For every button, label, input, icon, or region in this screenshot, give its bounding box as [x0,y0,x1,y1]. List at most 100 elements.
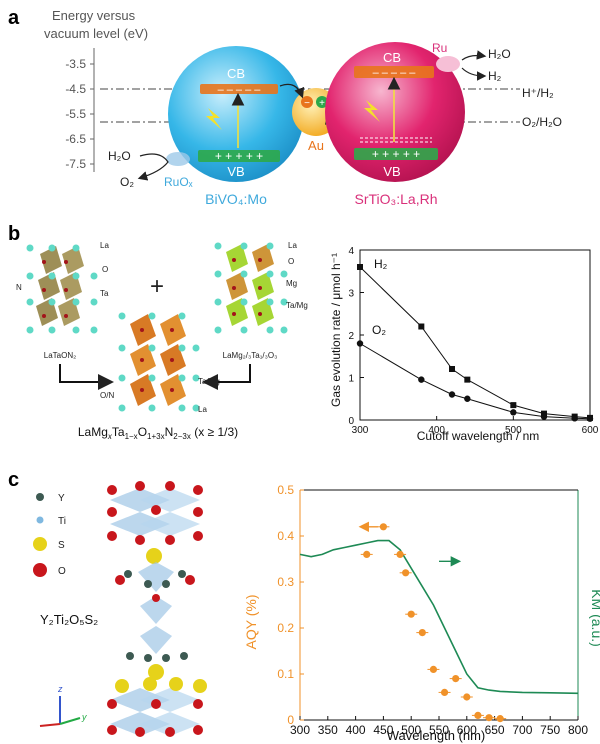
chart-b-point-h2 [357,264,363,270]
axis-triad-icon: z y [39,684,87,727]
panel-b-letter: b [8,223,20,245]
chart-b-line-h2 [359,266,591,419]
chart-c-xtick-label: 350 [318,723,338,737]
energy-tick-label: -5.5 [65,107,86,121]
aqy-km-chart: 300 350 400 450 500 550 600 650 700 750 800 0 0.1 0.2… [277,483,588,737]
o2-left-label: O₂ [120,175,134,189]
combined-formula: LaMgxTa1−xO1+3xN2−3x (x ≥ 1/3) [78,425,238,441]
redox-o-label: O₂/H₂O [522,115,562,129]
chart-c-xtick-label: 300 [290,723,310,737]
chart-c-ytick-label: 0.4 [277,529,294,543]
chart-c-aqy-point [440,688,449,697]
panel-c-letter: c [8,469,19,491]
y2ti2o5s2-structure [107,481,207,737]
chart-c-km-line [299,539,579,695]
chart-c-xtick-label: 650 [485,723,505,737]
left-flow-arrow [59,364,114,390]
energy-tick-label: -6.5 [65,132,86,146]
chart-b-point-o2 [540,413,548,420]
chart-b-point-o2 [418,376,425,383]
h2o-left-label: H₂O [108,149,131,163]
cb-right-label: CB [383,50,401,65]
vb-left-label: VB [227,164,244,179]
svg-text:+ + + + +: + + + + + [215,149,263,163]
chart-b-line-o2 [359,343,591,420]
chart-c-xtick-label: 550 [429,723,449,737]
energy-tick-label: -4.5 [65,82,86,96]
chart-b-ylabel: Gas evolution rate / μmol h⁻¹ [329,253,343,407]
h2o-right-label: H₂O [488,47,511,61]
svg-text:– – – – –: – – – – – [373,67,417,79]
chart-c-aqy-point [396,550,404,559]
right-flow-arrow [202,364,251,390]
chart-b-xtick-label: 300 [352,425,369,436]
plus-sign: + [150,273,164,300]
lamgtao3-structure [214,242,288,334]
energy-tick-label: -7.5 [65,157,86,171]
chart-c-ytick-label: 0.3 [277,575,294,589]
chart-b-point-h2 [510,402,517,409]
chart-c-aqy-point [429,665,438,674]
chart-c-aqy-point [363,550,371,559]
chart-b-ytick-label: 2 [348,331,354,342]
compound-label: Y₂Ti₂O₅S₂ [40,612,98,627]
svg-text:z: z [57,684,63,694]
chart-b-point-o2 [464,395,471,402]
chart-b-point-o2 [571,415,578,422]
vb-right-label: VB [383,164,400,179]
ruox-label: RuOₓ [164,175,193,189]
chart-c-aqy-point [418,629,426,637]
chart-c-ytick-label: 0.2 [277,621,294,635]
chart-b-ytick-label: 4 [348,246,354,257]
chart-c-xtick-label: 750 [540,723,560,737]
srtio3-label: SrTiO₃:La,Rh [355,191,438,207]
cb-left-label: CB [227,66,245,81]
struct2-la-label: La [288,241,297,250]
svg-text:−: − [304,98,310,109]
chart-c-ylabel-right: KM (a.u.) [589,589,600,647]
svg-text:+ + + + +: + + + + + [372,147,420,161]
chart-b-point-h2 [464,376,471,383]
chart-c-aqy-point [452,675,460,683]
energy-axis: -3.5 -4.5 -5.5 -6.5 -7.5 [65,48,95,172]
chart-b-point-o2 [510,409,517,416]
reduction-arrow-out [461,67,487,81]
legend-ti-label: Ti [58,516,66,527]
struct1-la-label: La [100,241,109,250]
svg-text:y: y [81,712,87,722]
chart-c-aqy-point [474,711,482,720]
legend-o-label: O [58,566,66,577]
panel-a-letter: a [8,7,20,29]
reduction-arrow-in [461,50,487,61]
chart-c-aqy-point [407,610,415,618]
chart-c-xtick-label: 700 [512,723,532,737]
chart-b-point-o2 [586,415,594,422]
chart-c-ylabel-left: AQY (%) [243,595,259,650]
chart-c-xtick-label: 500 [401,723,421,737]
chart-b-xtick-label: 400 [428,425,445,436]
chart-c-aqy-point [402,569,410,577]
chart-c-aqy-point [463,693,471,701]
water-oxidation-arrow [137,153,169,181]
chart-c-xtick-label: 400 [346,723,366,737]
h2-right-label: H₂ [488,69,502,83]
svg-text:– – – – –: – – – – – [218,84,262,96]
struct1-n-label: N [16,283,22,292]
chart-b-frame [359,249,591,421]
chart-c-xlabel: Wavelength (nm) [387,728,486,743]
au-label: Au [308,138,324,153]
chart-c-ytick-label: 0.5 [277,483,294,497]
chart-b-xtick-label: 500 [505,425,522,436]
redox-h-label: H⁺/H₂ [522,86,554,100]
chart-b-point-o2 [448,391,456,398]
electron-transfer-arrow [279,83,305,99]
chart-c-xtick-label: 600 [457,723,477,737]
combined-la-label: La [198,405,207,414]
bivo4-label: BiVO₄:Mo [205,191,267,207]
element-legend: Y Ti S O [33,493,66,577]
chart-c-ytick-label: 0 [287,713,294,727]
struct1-o-label: O [102,265,108,274]
chart-c-aqy-point [485,714,493,722]
combined-on-label: O/N [100,391,114,400]
ruox-particle [166,152,190,166]
